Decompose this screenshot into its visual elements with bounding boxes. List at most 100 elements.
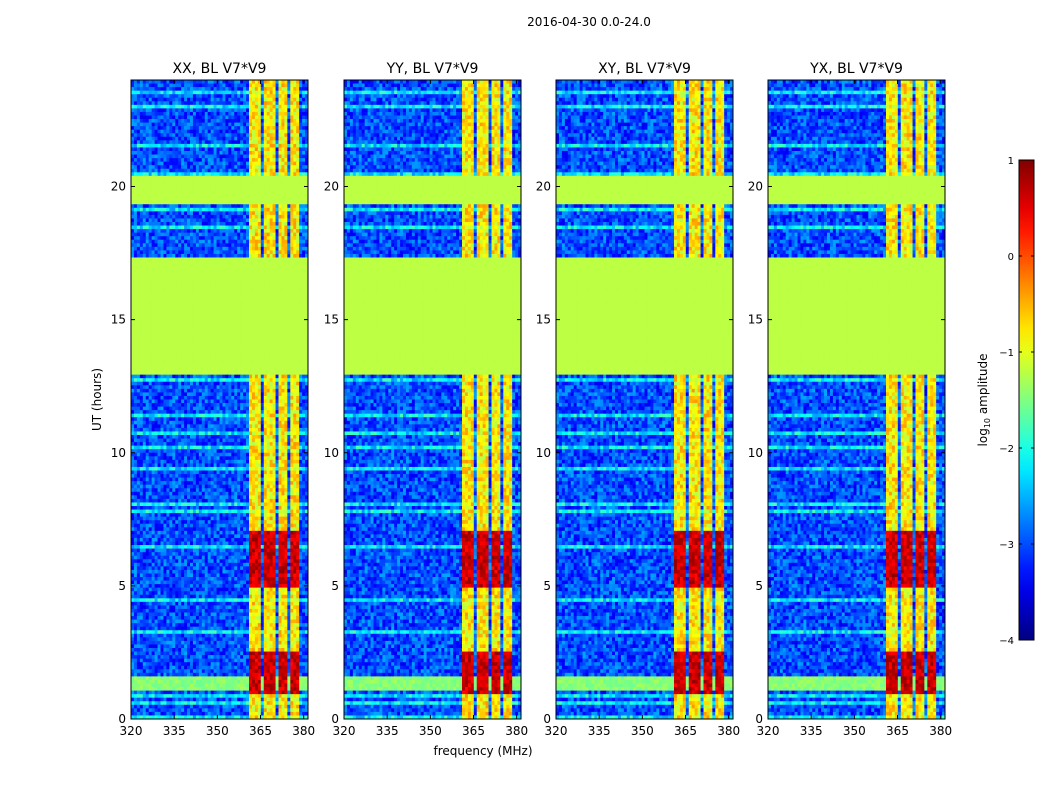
heatmap-cell	[246, 364, 250, 368]
heatmap-cell	[234, 122, 238, 127]
heatmap-cell	[142, 353, 147, 358]
heatmap-cell	[160, 182, 164, 187]
heatmap-cell	[213, 190, 217, 194]
heatmap-cell	[172, 353, 176, 358]
heatmap-cell	[284, 342, 288, 347]
heatmap-cell	[260, 278, 265, 283]
heatmap-cell	[266, 168, 271, 173]
heatmap-cell	[263, 154, 268, 159]
heatmap-cell	[169, 349, 173, 354]
heatmap-cell	[204, 119, 209, 123]
heatmap-cell	[287, 211, 291, 216]
heatmap-cell	[178, 253, 182, 258]
heatmap-cell	[287, 364, 291, 368]
heatmap-cell	[201, 182, 206, 187]
heatmap-cell	[145, 310, 150, 315]
heatmap-cell	[231, 310, 235, 315]
heatmap-cell	[284, 83, 288, 88]
heatmap-cell	[222, 307, 226, 312]
heatmap-cell	[222, 278, 226, 283]
heatmap-cell	[299, 193, 303, 198]
heatmap-cell	[266, 154, 271, 159]
heatmap-cell	[198, 129, 203, 134]
heatmap-cell	[299, 204, 303, 209]
heatmap-cell	[192, 282, 197, 287]
heatmap-cell	[251, 257, 256, 262]
heatmap-cell	[302, 87, 306, 92]
heatmap-cell	[237, 253, 241, 258]
heatmap-cell	[266, 332, 271, 336]
heatmap-cell	[240, 300, 244, 305]
heatmap-cell	[302, 119, 306, 123]
heatmap-cell	[249, 133, 253, 138]
heatmap-cell	[231, 246, 235, 251]
heatmap-cell	[266, 339, 271, 344]
heatmap-cell	[166, 225, 170, 230]
heatmap-cell	[263, 296, 268, 301]
heatmap-cell	[269, 321, 273, 326]
heatmap-cell	[257, 282, 262, 287]
heatmap-cell	[237, 147, 241, 152]
heatmap-cell	[284, 211, 288, 216]
heatmap-cell	[213, 186, 217, 191]
heatmap-cell	[272, 90, 276, 95]
heatmap-cell	[296, 179, 300, 184]
heatmap-cell	[163, 197, 167, 202]
heatmap-cell	[269, 97, 273, 102]
heatmap-cell	[278, 264, 282, 269]
heatmap-cell	[234, 271, 238, 276]
heatmap-cell	[240, 94, 244, 99]
heatmap-cell	[131, 342, 135, 347]
heatmap-cell	[148, 307, 153, 312]
heatmap-cell	[299, 371, 303, 376]
heatmap-cell	[181, 346, 185, 351]
heatmap-cell	[296, 257, 300, 262]
heatmap-cell	[257, 264, 262, 269]
heatmap-cell	[142, 175, 147, 180]
heatmap-cell	[219, 268, 223, 273]
heatmap-cell	[251, 197, 256, 202]
heatmap-cell	[251, 168, 256, 173]
heatmap-cell	[275, 310, 279, 315]
heatmap-cell	[187, 264, 191, 269]
heatmap-cell	[175, 321, 179, 326]
heatmap-cell	[275, 182, 279, 187]
heatmap-cell	[269, 229, 273, 234]
heatmap-cell	[216, 332, 220, 336]
heatmap-cell	[178, 222, 182, 226]
heatmap-cell	[216, 140, 220, 145]
heatmap-cell	[139, 161, 144, 166]
heatmap-cell	[219, 229, 223, 234]
heatmap-cell	[272, 246, 276, 251]
heatmap-cell	[198, 94, 203, 99]
heatmap-cell	[293, 261, 297, 265]
heatmap-cell	[175, 346, 179, 351]
heatmap-cell	[166, 200, 170, 205]
heatmap-cell	[251, 314, 256, 319]
heatmap-cell	[275, 186, 279, 191]
heatmap-cell	[190, 232, 194, 237]
heatmap-cell	[257, 307, 262, 312]
heatmap-cell	[163, 158, 167, 163]
heatmap-cell	[187, 285, 191, 290]
heatmap-cell	[201, 158, 206, 163]
heatmap-cell	[254, 90, 259, 95]
heatmap-cell	[251, 126, 256, 131]
heatmap-cell	[148, 364, 153, 368]
heatmap-cell	[225, 261, 229, 265]
heatmap-cell	[195, 356, 200, 361]
heatmap-cell	[216, 321, 220, 326]
heatmap-cell	[290, 264, 294, 269]
heatmap-cell	[243, 353, 247, 358]
heatmap-cell	[201, 126, 206, 131]
heatmap-cell	[160, 207, 164, 212]
heatmap-cell	[243, 239, 247, 244]
heatmap-cell	[254, 175, 259, 180]
heatmap-cell	[287, 332, 291, 336]
heatmap-cell	[207, 186, 212, 191]
heatmap-cell	[240, 232, 244, 237]
heatmap-cell	[302, 122, 306, 127]
heatmap-cell	[299, 179, 303, 184]
heatmap-cell	[302, 136, 306, 141]
heatmap-cell	[151, 339, 155, 344]
